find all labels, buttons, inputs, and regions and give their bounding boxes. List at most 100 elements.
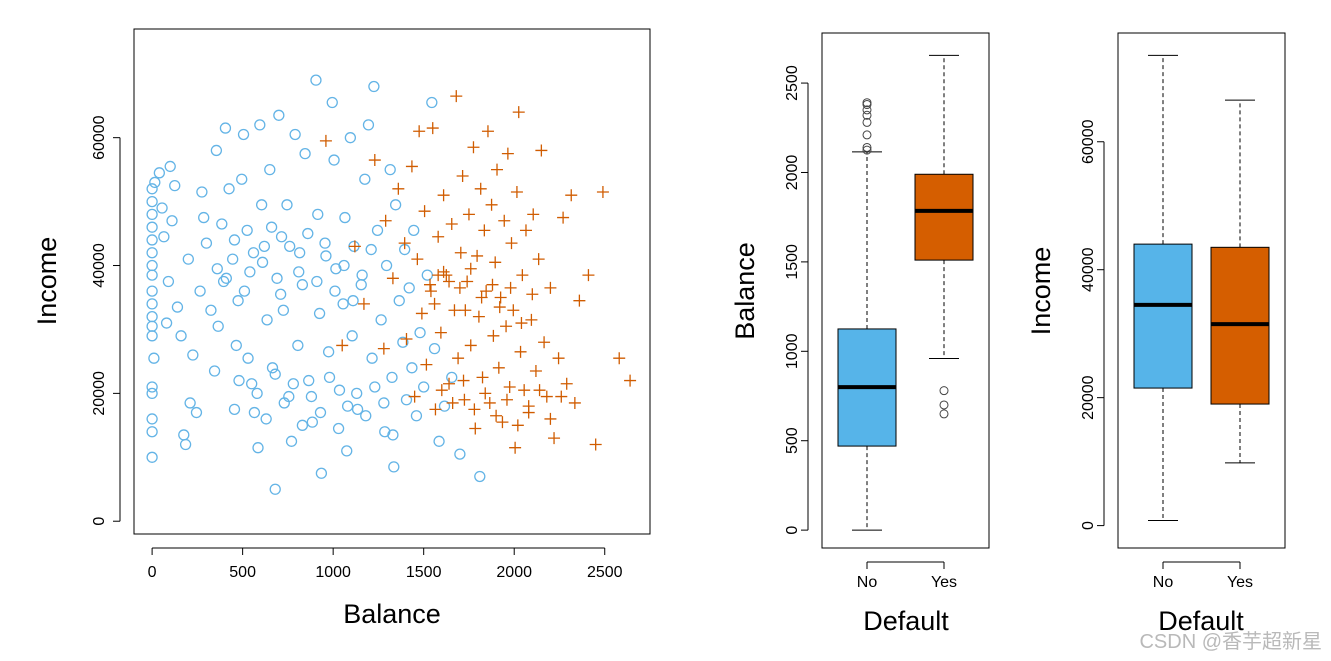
point-no-default — [146, 381, 158, 393]
point-default — [496, 416, 509, 429]
point-default — [548, 432, 561, 445]
point-no-default — [219, 122, 232, 134]
point-default — [613, 352, 626, 365]
income-y-axis: 0 20000 40000 60000 — [1080, 119, 1105, 530]
scatter-points — [146, 74, 637, 495]
point-no-default — [217, 275, 230, 288]
point-no-default — [347, 295, 359, 307]
point-default — [453, 281, 466, 294]
point-default — [456, 170, 469, 183]
point-default — [357, 297, 370, 310]
balance-y-label: Balance — [730, 242, 760, 340]
point-no-default — [400, 394, 413, 406]
x-tick-label: 2500 — [587, 564, 623, 581]
point-no-default — [281, 199, 293, 211]
x-tick-label: 1000 — [315, 564, 351, 581]
point-no-default — [261, 314, 273, 326]
point-default — [514, 345, 527, 358]
point-no-default — [210, 144, 223, 157]
point-default — [319, 134, 332, 147]
point-no-default — [273, 109, 285, 121]
y-tick-label: 0 — [91, 517, 108, 526]
point-no-default — [319, 237, 331, 249]
point-no-default — [454, 448, 466, 460]
point-no-default — [223, 183, 235, 195]
scatter-plot-frame — [133, 28, 651, 535]
point-no-default — [339, 211, 351, 224]
point-default — [491, 163, 504, 176]
point-default — [400, 333, 413, 346]
scatter-y-label: Income — [32, 237, 62, 326]
point-no-default — [344, 132, 357, 144]
outlier-point — [862, 117, 872, 127]
outlier-point — [862, 110, 872, 120]
point-no-default — [158, 231, 170, 243]
balance-x-label: Default — [863, 606, 949, 636]
point-no-default — [162, 275, 175, 288]
point-no-default — [323, 371, 336, 384]
point-default — [544, 281, 557, 294]
point-default — [555, 390, 568, 403]
point-default — [498, 214, 511, 227]
point-default — [464, 339, 477, 352]
point-no-default — [148, 352, 160, 364]
point-no-default — [341, 400, 354, 412]
point-no-default — [146, 413, 158, 425]
income-boxes — [1133, 54, 1270, 521]
point-no-default — [403, 282, 415, 294]
point-no-default — [241, 224, 253, 237]
point-no-default — [212, 320, 224, 332]
y-tick-label: 2500 — [784, 65, 801, 101]
point-no-default — [292, 339, 304, 352]
point-no-default — [380, 259, 393, 272]
point-no-default — [266, 362, 279, 374]
point-no-default — [160, 317, 173, 329]
point-default — [501, 147, 514, 160]
point-no-default — [149, 176, 161, 189]
point-default — [560, 377, 573, 390]
point-default — [532, 253, 545, 266]
point-default — [377, 342, 390, 355]
point-no-default — [275, 231, 288, 243]
point-no-default — [278, 397, 290, 409]
point-no-default — [322, 346, 335, 358]
point-default — [408, 390, 421, 403]
point-no-default — [227, 253, 239, 265]
point-default — [486, 278, 499, 291]
point-default — [522, 400, 535, 413]
point-no-default — [271, 272, 283, 284]
point-default — [336, 339, 349, 352]
y-tick-label: 0 — [1080, 521, 1097, 530]
point-no-default — [178, 429, 190, 441]
point-no-default — [196, 186, 208, 198]
point-no-default — [328, 154, 340, 166]
point-no-default — [233, 374, 245, 387]
point-no-default — [332, 422, 345, 435]
point-no-default — [289, 128, 301, 141]
point-no-default — [269, 483, 281, 495]
point-no-default — [146, 298, 158, 310]
point-no-default — [314, 406, 327, 419]
point-no-default — [333, 384, 346, 396]
point-default — [565, 189, 578, 202]
point-no-default — [146, 247, 158, 259]
point-default — [527, 208, 540, 221]
point-no-default — [171, 301, 184, 313]
point-default — [457, 374, 470, 387]
point-default — [426, 122, 439, 135]
point-no-default — [194, 285, 206, 297]
point-default — [443, 377, 456, 390]
point-default — [348, 240, 361, 253]
point-no-default — [211, 263, 223, 275]
point-no-default — [369, 381, 381, 393]
point-default — [512, 106, 525, 119]
point-default — [483, 396, 496, 409]
point-no-default — [311, 275, 323, 288]
point-no-default — [389, 199, 402, 211]
point-no-default — [146, 195, 158, 208]
point-no-default — [296, 419, 309, 431]
point-no-default — [305, 390, 318, 403]
outlier-point — [939, 386, 949, 396]
point-default — [535, 144, 548, 157]
point-no-default — [365, 243, 377, 256]
